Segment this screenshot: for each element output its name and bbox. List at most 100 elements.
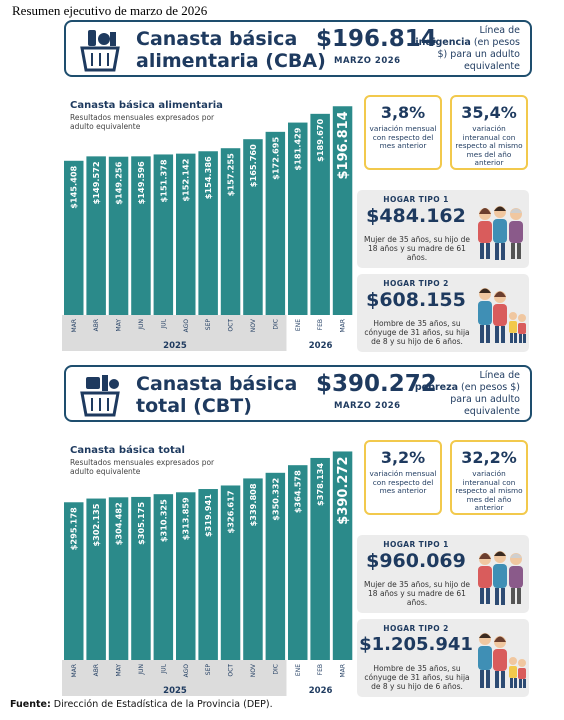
x-tick-6: SEP [205,664,212,676]
bar-8 [243,478,263,660]
x-axis-band-2026 [286,315,354,351]
bar-9 [265,472,286,660]
cbt-bar-chart: $295.178 MAR $302.135 ABR $304.482 MAY $305.17… [62,451,354,696]
x-tick-4: JUL [160,318,167,329]
bar-label-8: $339.808 [248,483,258,526]
bar-label-5: $313.859 [181,497,191,540]
bar-11 [310,457,330,660]
x-tick-7: OCT [228,319,235,332]
bar-label-9: $350.332 [270,478,280,521]
cbt-banner-name-line2: total (CBT) [136,395,252,417]
cba-banner-month: MARZO 2026 [334,56,401,66]
cba-banner-name-line1: Canasta básica [136,28,298,50]
bar-3 [131,496,151,660]
bar-label-7: $157.255 [226,153,236,196]
bar-4 [153,494,174,660]
x-tick-2: MAY [116,664,123,677]
family-type2-icon [478,288,526,343]
shopping-basket-icon [80,375,120,417]
x-tick-0: MAR [71,319,78,332]
cba-hogar2-box: HOGAR TIPO 2 $608.155 Hombre de 35 años,… [357,274,529,352]
cba-banner-name-line2: alimentaria (CBA) [136,50,326,72]
bar-label-11: $189.670 [315,119,325,162]
bar-label-6: $319.941 [203,494,213,537]
cba-var-interanual-text: variación interanual con respecto al mis… [455,124,523,167]
x-tick-2: MAY [116,319,123,332]
bar-label-3: $149.596 [136,161,146,204]
footer-text: Dirección de Estadística de la Provincia… [50,699,273,710]
bar-2 [108,156,129,315]
cbt-banner-month: MARZO 2026 [334,401,401,411]
family-type2-icon [478,633,526,688]
bar-1 [86,498,106,660]
grocery-basket-icon [80,30,120,72]
cba-hogar2-desc: Hombre de 35 años, su cónyuge de 31 años… [364,319,470,346]
cbt-hogar1-title: HOGAR TIPO 1 [383,540,449,549]
cba-banner: Canasta básica alimentaria (CBA) $196.81… [64,20,532,77]
bar-label-11: $378.134 [315,463,325,506]
cbt-var-mensual-value: 3,2% [380,448,426,467]
bar-4 [153,154,174,315]
cba-hogar1-desc: Mujer de 35 años, su hijo de 18 años y s… [363,235,470,262]
bar-label-12: $196.814 [336,111,351,179]
bar-label-10: $364.578 [293,470,303,513]
cbt-chart-subtitle: Resultados mensuales expresados por adul… [70,458,215,476]
cba-banner-line: Línea de indigencia (en pesos $) para un … [408,25,520,73]
bar-label-4: $151.378 [158,159,168,202]
bar-label-2: $149.256 [114,161,124,204]
bar-label-5: $152.142 [181,159,191,202]
year-label-0: 2025 [163,686,187,696]
cba-line-post: (en pesos $) para un adulto equivalente [437,37,520,72]
bar-8 [243,139,263,315]
cbt-var-interanual-value: 32,2% [461,448,517,467]
x-tick-1: ABR [93,319,100,331]
bar-12 [332,106,353,316]
bar-9 [265,131,286,315]
x-tick-3: JUN [138,664,145,676]
x-tick-10: ENE [295,319,302,331]
cba-chart-subtitle: Resultados mensuales expresados por adul… [70,113,215,131]
bar-label-3: $305.175 [136,502,146,545]
x-axis-band-2026 [286,660,354,696]
bar-7 [220,485,241,660]
cba-bar-chart: $145.408 MAR $149.572 ABR $149.256 MAY $149.59… [62,106,354,351]
cbt-hogar2-box: HOGAR TIPO 2 $1.205.941 Hombre de 35 año… [357,619,529,697]
bar-label-2: $304.482 [114,502,124,545]
x-tick-0: MAR [71,664,78,677]
bar-3 [131,156,151,315]
bar-label-10: $181.429 [293,127,303,170]
x-tick-8: NOV [250,318,257,332]
family-type1-icon [478,551,523,605]
cba-var-interanual-value: 35,4% [461,103,517,122]
cba-var-mensual-value: 3,8% [380,103,426,122]
x-tick-4: JUL [160,663,167,674]
cba-hogar1-title: HOGAR TIPO 1 [383,195,449,204]
x-tick-3: JUN [138,319,145,331]
cba-var-interanual-box: 35,4% variación interanual con respecto … [450,95,528,170]
cba-banner-value: $196.814 [316,26,437,52]
cbt-var-mensual-text: variación mensual con respecto del mes a… [369,469,437,495]
bar-label-1: $149.572 [91,161,101,204]
cbt-hogar1-desc: Mujer de 35 años, su hijo de 18 años y s… [363,580,470,607]
cba-var-mensual-box: 3,8% variación mensual con respecto del … [364,95,442,170]
bar-11 [310,113,330,316]
x-tick-9: DIC [272,664,279,675]
cba-chart-title: Canasta básica alimentaria [70,100,223,111]
cba-hogar2-value: $608.155 [366,289,466,311]
bar-12 [332,451,353,660]
x-tick-5: AGO [183,664,190,678]
bar-0 [64,502,84,660]
x-tick-9: DIC [272,319,279,330]
page-title: Resumen ejecutivo de marzo de 2026 [12,3,208,18]
bar-7 [220,148,241,315]
cbt-banner-name: Canasta básica total (CBT) [136,373,297,417]
cba-banner-name: Canasta básica alimentaria (CBA) [136,28,326,72]
cba-line-pre: Línea de [479,25,520,36]
bar-5 [176,153,196,315]
bar-2 [108,497,129,660]
cbt-line-post: (en pesos $) para un adulto equivalente [450,382,520,417]
x-tick-12: MAR [340,664,347,677]
x-tick-7: OCT [228,664,235,677]
year-label-0: 2025 [163,341,187,351]
cbt-hogar2-value: $1.205.941 [359,634,473,655]
